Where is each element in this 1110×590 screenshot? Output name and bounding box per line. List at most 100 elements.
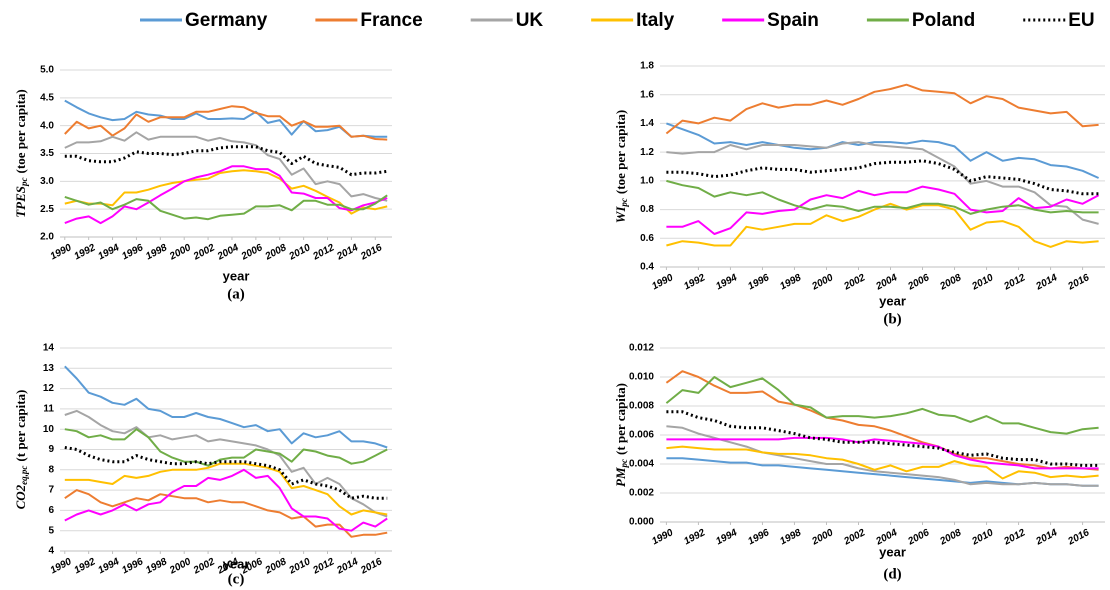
y-tick-label: 1.2 (640, 147, 654, 158)
y-tick-label: 8 (48, 464, 54, 475)
y-axis-title: WIpc (toe per capita) (613, 110, 629, 223)
x-tick-label: 2016 (358, 556, 384, 577)
y-tick-label: 3.0 (40, 176, 54, 187)
x-tick-label: 2014 (334, 242, 360, 263)
x-tick-label: 2014 (334, 556, 360, 577)
legend-item: UK (470, 10, 544, 31)
x-tick-label: 2006 (239, 242, 265, 263)
x-tick-label: 1992 (682, 272, 707, 292)
x-tick-label: 2010 (287, 556, 313, 577)
y-axis-title-unit: (toe per capita) (13, 89, 28, 173)
series-line (64, 99, 388, 138)
x-tick-label: 2000 (809, 527, 835, 548)
y-axis-title-sub: pc (619, 198, 629, 208)
legend-item: France (315, 10, 423, 31)
x-tick-label: 2016 (358, 242, 384, 263)
series-line (64, 462, 388, 516)
y-tick-label: 4.0 (40, 120, 54, 131)
chart-panel: 0.000 0.002 0.004 0.006 0.008 0.010 0.012 1990 1… (613, 343, 1105, 582)
x-tick-label: 1992 (682, 527, 707, 547)
y-tick-label: 11 (43, 404, 54, 415)
series-line (64, 409, 388, 518)
series-line (64, 131, 388, 202)
series-line (64, 145, 388, 177)
y-tick-label: 3.5 (40, 148, 54, 159)
legend-item: Spain (722, 10, 819, 31)
legend-label: UK (516, 10, 544, 31)
series-line (666, 122, 1100, 179)
legend-label: France (360, 10, 422, 31)
panel-caption: (b) (883, 311, 901, 327)
x-tick-label: 1990 (49, 556, 74, 576)
panel-caption: (c) (228, 571, 245, 587)
series-line (666, 159, 1099, 196)
y-tick-label: 7 (48, 485, 54, 496)
y-tick-label: 9 (48, 444, 54, 455)
chart-panel: 4 5 6 7 8 9 10 11 12 13 14 1990 1992 1994 1996 1998 2000… (13, 343, 392, 587)
x-tick-label: 2004 (215, 242, 241, 263)
y-tick-label: 1.0 (640, 175, 654, 186)
x-tick-label: 2000 (167, 242, 193, 263)
x-tick-label: 1998 (778, 527, 803, 547)
x-tick-label: 1990 (650, 527, 675, 547)
series-line (666, 179, 1099, 215)
x-axis-title: year (223, 556, 250, 571)
legend-label: Spain (767, 10, 819, 31)
x-tick-label: 1996 (746, 272, 771, 292)
y-tick-label: 0.000 (629, 517, 654, 528)
chart-panel: 0.4 0.6 0.8 1.0 1.2 1.4 1.6 1.8 1990 1992 1994 1996… (613, 61, 1105, 327)
y-axis-title: TPESpc (toe per capita) (13, 89, 29, 218)
legend-label: Italy (636, 10, 674, 31)
x-tick-label: 1994 (96, 556, 121, 576)
series-line (64, 105, 388, 141)
y-axis-title-main: WI (613, 206, 628, 224)
x-tick-label: 2016 (1066, 527, 1092, 548)
x-tick-label: 2008 (263, 242, 289, 263)
series-line (64, 489, 388, 538)
y-tick-label: 14 (43, 343, 55, 354)
x-axis-title: year (879, 544, 906, 559)
y-tick-label: 0.8 (640, 204, 654, 215)
series-line (64, 468, 388, 532)
y-axis-title-main: PM (613, 467, 628, 487)
y-tick-label: 0.010 (629, 372, 654, 383)
x-tick-label: 2002 (841, 272, 867, 293)
x-tick-label: 2002 (191, 242, 217, 263)
series-line (64, 428, 388, 467)
y-axis-title-sub: pc (19, 177, 29, 187)
y-tick-label: 0.4 (640, 262, 654, 273)
y-tick-label: 5.0 (40, 65, 54, 76)
y-axis-title: PMpc (t per capita) (613, 383, 629, 487)
series-line (666, 436, 1099, 470)
x-tick-label: 2000 (167, 556, 193, 577)
x-axis-title: year (879, 293, 906, 308)
x-tick-label: 2010 (970, 527, 996, 548)
x-tick-label: 2008 (937, 527, 963, 548)
x-tick-label: 2014 (1034, 272, 1060, 293)
legend-item: Germany (140, 10, 268, 31)
x-tick-label: 1992 (73, 242, 98, 262)
y-tick-label: 0.6 (640, 233, 654, 244)
x-tick-label: 2012 (310, 242, 336, 263)
x-tick-label: 2002 (841, 527, 867, 548)
x-tick-label: 2002 (191, 556, 217, 577)
y-tick-label: 0.006 (629, 430, 654, 441)
series-line (666, 445, 1099, 480)
x-tick-label: 1998 (778, 272, 803, 292)
x-tick-label: 2012 (1002, 527, 1028, 548)
legend-label: Poland (912, 10, 975, 31)
x-tick-label: 2006 (905, 272, 931, 293)
x-tick-label: 2004 (873, 272, 899, 293)
x-tick-label: 2008 (263, 556, 289, 577)
x-tick-label: 1998 (144, 242, 169, 262)
x-tick-label: 1990 (49, 242, 74, 262)
x-tick-label: 1996 (746, 527, 771, 547)
y-tick-label: 13 (43, 363, 55, 374)
y-tick-label: 4 (48, 546, 54, 557)
x-tick-label: 2016 (1066, 272, 1092, 293)
series-line (666, 141, 1099, 225)
y-tick-label: 1.4 (640, 118, 654, 129)
x-tick-label: 2014 (1034, 527, 1060, 548)
x-tick-label: 2012 (1002, 272, 1028, 293)
